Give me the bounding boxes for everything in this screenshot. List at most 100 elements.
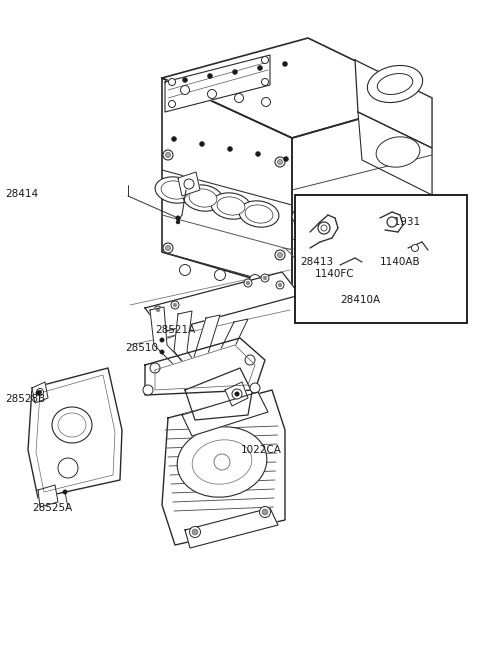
Circle shape [156, 308, 160, 312]
Circle shape [235, 392, 239, 396]
Circle shape [426, 250, 430, 254]
Polygon shape [145, 338, 265, 395]
Ellipse shape [155, 177, 195, 203]
Circle shape [36, 388, 44, 396]
Ellipse shape [334, 212, 370, 234]
Ellipse shape [211, 193, 251, 219]
Circle shape [168, 100, 176, 107]
Polygon shape [162, 78, 292, 290]
Polygon shape [150, 307, 189, 368]
Circle shape [257, 66, 263, 71]
Ellipse shape [292, 204, 328, 226]
Polygon shape [225, 382, 248, 406]
Circle shape [184, 179, 194, 189]
Text: 1022CA: 1022CA [241, 445, 282, 455]
Circle shape [171, 136, 177, 141]
Polygon shape [182, 392, 268, 436]
Ellipse shape [183, 185, 223, 211]
Circle shape [166, 246, 170, 250]
Polygon shape [185, 508, 278, 548]
Circle shape [207, 90, 216, 98]
Circle shape [215, 269, 226, 280]
Polygon shape [32, 382, 48, 403]
Circle shape [284, 157, 288, 162]
Ellipse shape [377, 73, 413, 94]
Circle shape [263, 276, 267, 280]
Circle shape [38, 390, 42, 394]
Polygon shape [213, 319, 248, 377]
Ellipse shape [367, 66, 423, 103]
Circle shape [150, 363, 160, 373]
Text: 28528B: 28528B [5, 394, 45, 404]
Circle shape [250, 274, 261, 286]
Polygon shape [38, 485, 58, 507]
Circle shape [176, 215, 180, 220]
Polygon shape [292, 98, 432, 290]
Circle shape [228, 147, 232, 151]
Circle shape [154, 306, 162, 314]
Circle shape [275, 157, 285, 167]
Circle shape [235, 392, 239, 396]
Polygon shape [174, 311, 201, 371]
Circle shape [411, 244, 419, 252]
Circle shape [168, 79, 176, 86]
Circle shape [180, 86, 190, 94]
Polygon shape [355, 60, 432, 148]
Circle shape [262, 79, 268, 86]
Polygon shape [165, 55, 270, 112]
Ellipse shape [161, 181, 189, 199]
Ellipse shape [58, 413, 86, 437]
Circle shape [261, 274, 269, 282]
Text: 1140FC: 1140FC [315, 269, 355, 279]
Circle shape [244, 279, 252, 287]
Circle shape [387, 217, 397, 227]
Circle shape [260, 506, 271, 517]
Ellipse shape [376, 220, 412, 242]
Ellipse shape [245, 205, 273, 223]
Circle shape [276, 281, 284, 289]
Text: 28521A: 28521A [155, 325, 195, 335]
Polygon shape [28, 368, 122, 498]
Circle shape [245, 355, 255, 365]
Circle shape [176, 220, 180, 224]
Circle shape [246, 281, 250, 285]
Ellipse shape [217, 197, 245, 215]
Polygon shape [185, 368, 252, 420]
Circle shape [250, 383, 260, 393]
Text: 28525A: 28525A [32, 503, 72, 513]
Circle shape [160, 338, 164, 342]
Circle shape [63, 490, 67, 495]
Polygon shape [36, 375, 115, 492]
Circle shape [207, 73, 213, 79]
Circle shape [232, 69, 238, 75]
Circle shape [173, 303, 177, 307]
Circle shape [235, 94, 243, 102]
Circle shape [166, 153, 170, 157]
Ellipse shape [189, 189, 217, 207]
Text: 91931: 91931 [387, 217, 420, 227]
Circle shape [358, 261, 362, 265]
Circle shape [160, 350, 164, 354]
Circle shape [180, 265, 191, 276]
Ellipse shape [376, 137, 420, 167]
Polygon shape [194, 315, 220, 374]
Circle shape [255, 151, 261, 157]
Circle shape [318, 222, 330, 234]
Circle shape [262, 98, 271, 107]
Polygon shape [145, 272, 300, 332]
Circle shape [182, 77, 188, 83]
Circle shape [163, 150, 173, 160]
Circle shape [232, 389, 242, 399]
Text: 28410A: 28410A [340, 295, 380, 305]
Ellipse shape [177, 427, 267, 497]
Ellipse shape [58, 458, 78, 478]
Circle shape [278, 283, 282, 287]
Text: 28414: 28414 [5, 189, 38, 199]
Circle shape [214, 454, 230, 470]
Circle shape [163, 243, 173, 253]
Ellipse shape [192, 440, 252, 484]
Polygon shape [178, 172, 200, 196]
Text: 1140AB: 1140AB [380, 257, 420, 267]
Circle shape [262, 509, 268, 515]
Polygon shape [155, 345, 255, 390]
